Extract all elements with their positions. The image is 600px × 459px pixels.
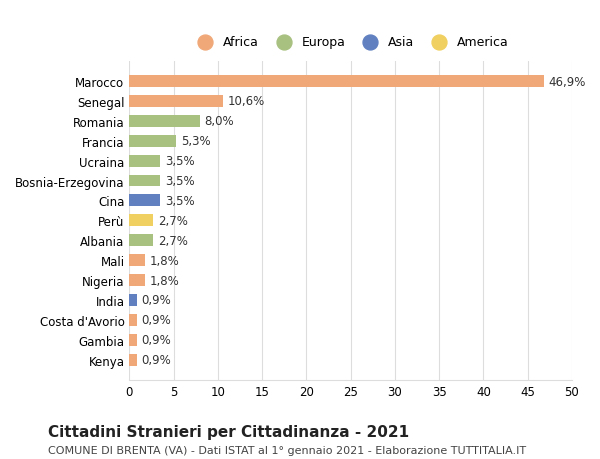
Bar bbox=[130, 135, 176, 147]
Text: 2,7%: 2,7% bbox=[158, 214, 188, 227]
Bar bbox=[130, 274, 145, 286]
Bar bbox=[130, 354, 137, 366]
Text: Cittadini Stranieri per Cittadinanza - 2021: Cittadini Stranieri per Cittadinanza - 2… bbox=[48, 425, 409, 440]
Text: 3,5%: 3,5% bbox=[165, 155, 194, 168]
Bar bbox=[130, 255, 145, 267]
Bar bbox=[130, 155, 160, 167]
Bar bbox=[130, 116, 200, 128]
Text: 1,8%: 1,8% bbox=[150, 254, 179, 267]
Text: 0,9%: 0,9% bbox=[142, 313, 172, 327]
Bar bbox=[130, 76, 544, 88]
Bar bbox=[130, 96, 223, 108]
Bar bbox=[130, 215, 153, 227]
Text: 5,3%: 5,3% bbox=[181, 135, 211, 148]
Bar bbox=[130, 175, 160, 187]
Text: 1,8%: 1,8% bbox=[150, 274, 179, 287]
Bar bbox=[130, 294, 137, 306]
Bar bbox=[130, 195, 160, 207]
Text: 3,5%: 3,5% bbox=[165, 174, 194, 188]
Text: 3,5%: 3,5% bbox=[165, 195, 194, 207]
Text: 8,0%: 8,0% bbox=[205, 115, 234, 128]
Text: 0,9%: 0,9% bbox=[142, 294, 172, 307]
Legend: Africa, Europa, Asia, America: Africa, Europa, Asia, America bbox=[189, 33, 512, 53]
Bar bbox=[130, 334, 137, 346]
Text: 0,9%: 0,9% bbox=[142, 353, 172, 366]
Text: 46,9%: 46,9% bbox=[549, 75, 586, 88]
Text: COMUNE DI BRENTA (VA) - Dati ISTAT al 1° gennaio 2021 - Elaborazione TUTTITALIA.: COMUNE DI BRENTA (VA) - Dati ISTAT al 1°… bbox=[48, 445, 526, 455]
Text: 2,7%: 2,7% bbox=[158, 234, 188, 247]
Bar bbox=[130, 235, 153, 246]
Text: 0,9%: 0,9% bbox=[142, 334, 172, 347]
Text: 10,6%: 10,6% bbox=[227, 95, 265, 108]
Bar bbox=[130, 314, 137, 326]
